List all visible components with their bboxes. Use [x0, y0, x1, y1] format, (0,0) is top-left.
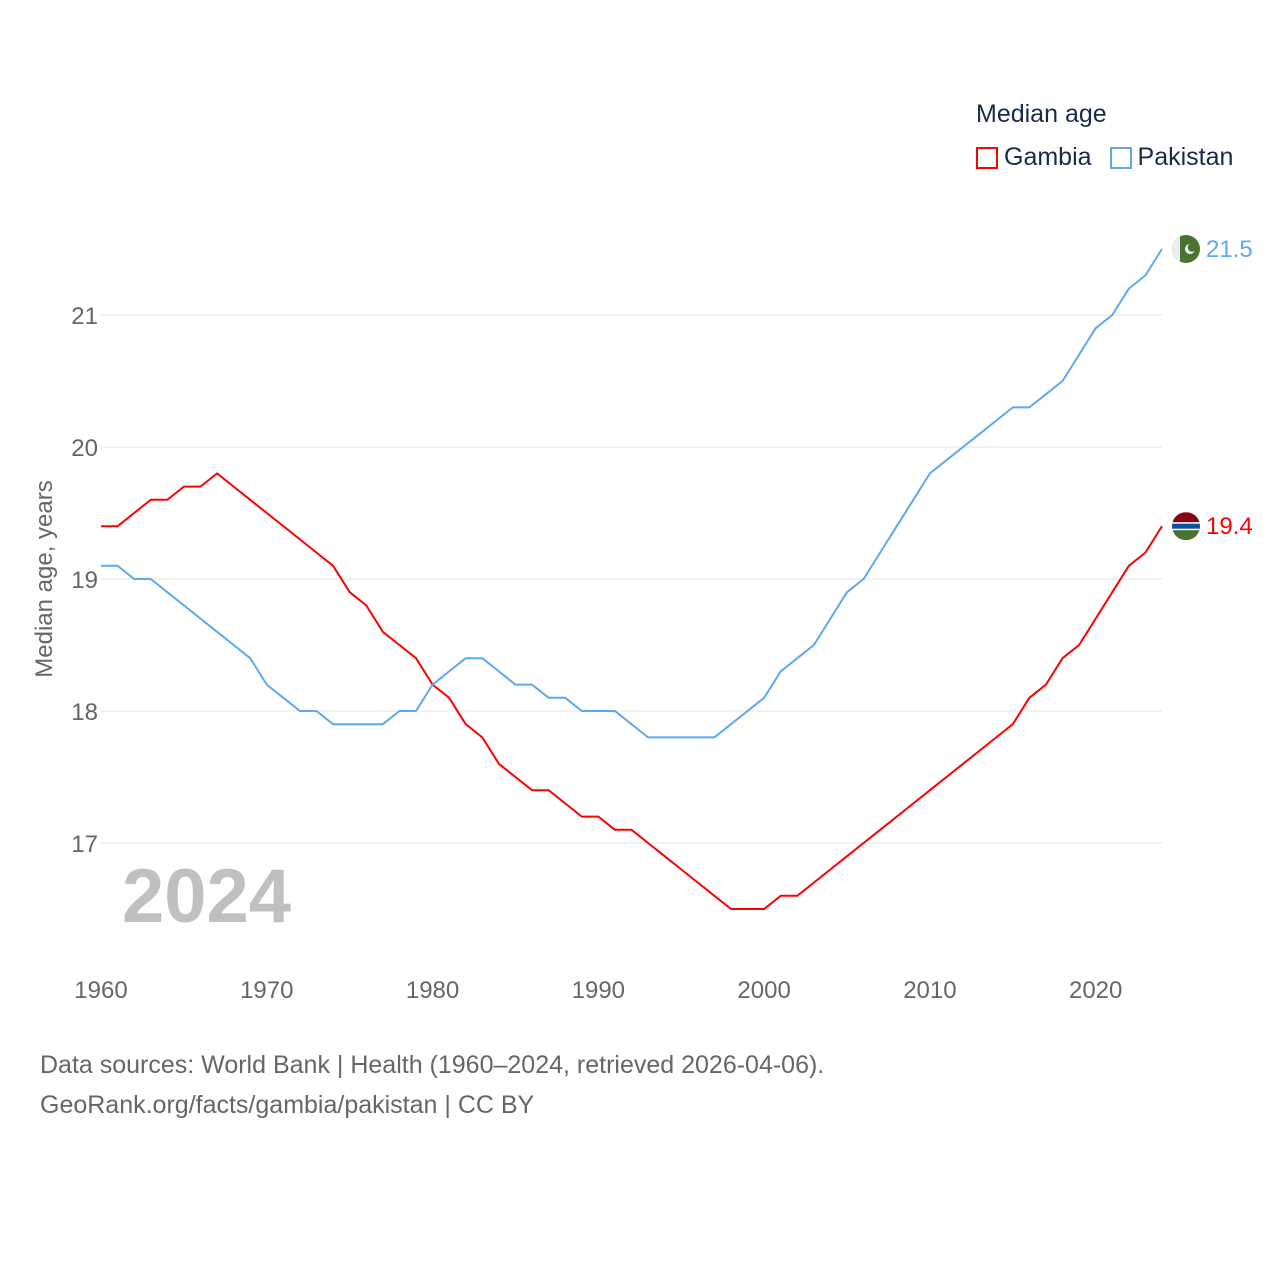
y-tick-label: 21 [71, 303, 98, 330]
y-tick-label: 19 [71, 567, 98, 594]
pakistan-flag-icon [1172, 235, 1200, 263]
source-line-1: Data sources: World Bank | Health (1960–… [40, 1051, 825, 1079]
end-label-pakistan: 21.5 [1206, 236, 1253, 263]
y-axis-label: Median age, years [31, 480, 58, 677]
legend-swatch-gambia [976, 146, 998, 169]
x-tick-label: 2010 [903, 977, 956, 1004]
x-tick-label: 2000 [737, 977, 790, 1004]
legend-item-gambia[interactable]: Gambia [976, 143, 1092, 172]
year-label: 2024 [122, 854, 291, 939]
source-note: Data sources: World Bank | Health (1960–… [40, 1045, 824, 1125]
end-label-gambia: 19.4 [1206, 513, 1253, 540]
y-tick-label: 18 [71, 699, 98, 726]
legend-item-pakistan[interactable]: Pakistan [1109, 143, 1234, 172]
legend-title: Median age [976, 100, 1107, 128]
gambia-flag-icon [1172, 512, 1200, 541]
legend: Gambia Pakistan [976, 143, 1233, 172]
x-tick-label: 1960 [74, 977, 127, 1004]
x-tick-label: 1970 [240, 977, 293, 1004]
y-tick-label: 17 [71, 831, 98, 858]
x-tick-label: 1990 [572, 977, 625, 1004]
source-line-2[interactable]: GeoRank.org/facts/gambia/pakistan | CC B… [40, 1091, 535, 1119]
legend-label-pakistan: Pakistan [1137, 143, 1234, 171]
x-tick-label: 2020 [1069, 977, 1122, 1004]
series-line-gambia [101, 472, 1163, 910]
x-tick-label: 1980 [406, 977, 459, 1004]
series-line-pakistan [101, 248, 1163, 739]
legend-label-gambia: Gambia [1004, 143, 1092, 171]
y-tick-label: 20 [71, 435, 98, 462]
legend-swatch-pakistan [1109, 146, 1132, 169]
